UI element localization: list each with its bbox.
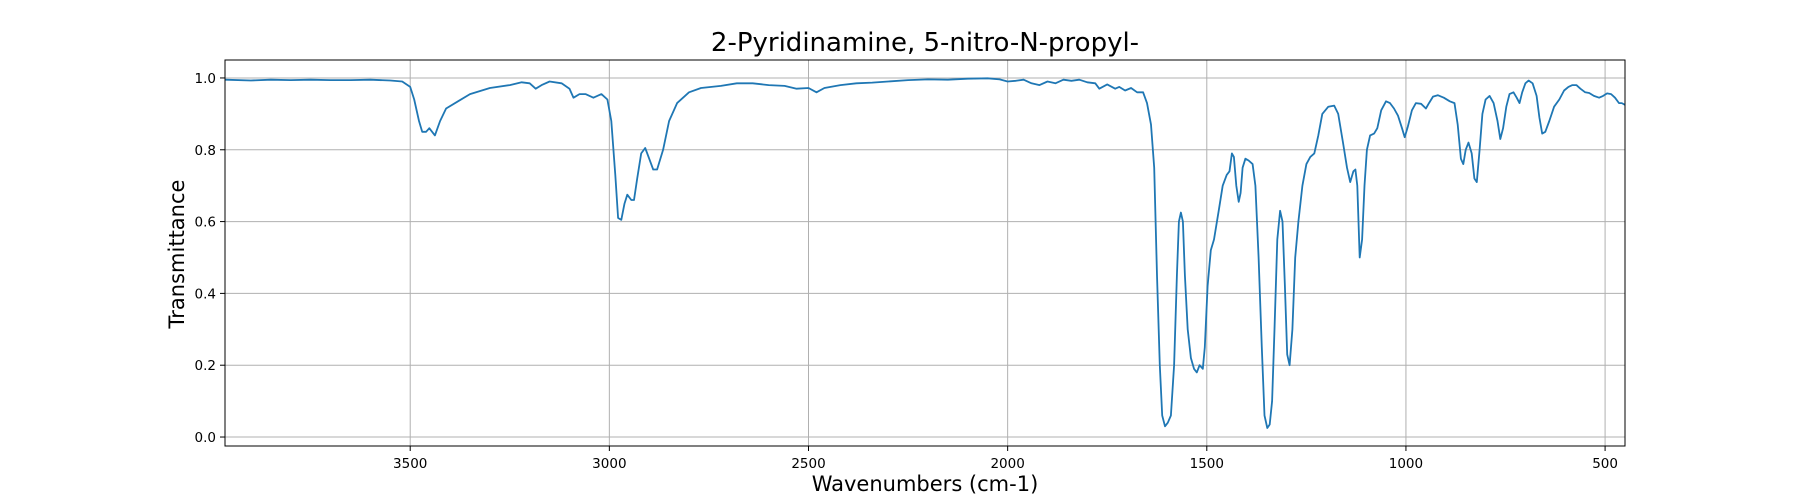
x-tick-label: 2000	[990, 456, 1024, 472]
plot-area	[224, 77, 1626, 429]
grid-lines	[225, 60, 1625, 446]
y-tick-label: 0.4	[195, 286, 216, 302]
chart-title: 2-Pyridinamine, 5-nitro-N-propyl-	[711, 28, 1139, 58]
plot-frame	[224, 59, 1626, 447]
y-tick-label: 0.0	[195, 430, 216, 446]
x-tick-label: 1500	[1190, 456, 1224, 472]
x-tick-label: 500	[1592, 456, 1618, 472]
x-tick-label: 1000	[1389, 456, 1423, 472]
y-tick-label: 0.2	[195, 358, 216, 374]
y-tick-label: 1.0	[195, 71, 216, 87]
y-axis-label: Transmittance	[165, 180, 189, 330]
x-tick-label: 3000	[592, 456, 626, 472]
x-tick-label: 3500	[393, 456, 427, 472]
x-tick-label: 2500	[791, 456, 825, 472]
y-tick-label: 0.6	[195, 215, 216, 231]
y-tick-label: 0.8	[195, 143, 216, 159]
axis-ticks: 3500 3000 2500 2000 1500 1000 500 0.0 0.2 0.4 0.6 0…	[195, 71, 1618, 472]
spectrum-line	[224, 77, 1626, 429]
x-axis-label: Wavenumbers (cm-1)	[812, 472, 1039, 496]
